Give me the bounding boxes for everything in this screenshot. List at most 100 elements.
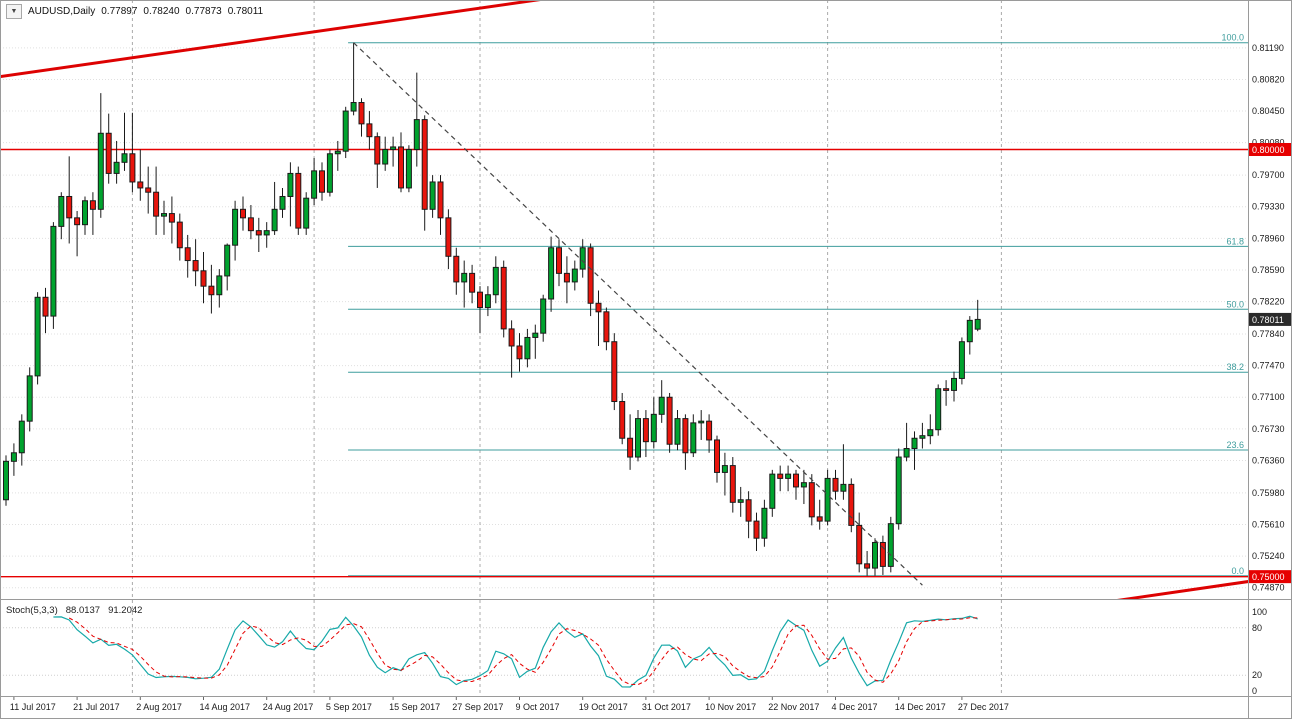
candle-body-down xyxy=(816,516,823,522)
candle-body-down xyxy=(137,181,144,189)
ohlc-close-value: 0.78011 xyxy=(227,6,264,17)
candle-body-up xyxy=(350,102,357,112)
svg-text:0.78011: 0.78011 xyxy=(1252,315,1284,325)
chevron-down-icon: ▼ xyxy=(10,8,18,15)
candle-body-up xyxy=(82,200,88,226)
chart-dropdown-button[interactable]: ▼ xyxy=(6,4,22,19)
candle-body-up xyxy=(966,319,973,343)
candle-body-down xyxy=(745,499,752,522)
svg-text:0.75000: 0.75000 xyxy=(1252,572,1285,582)
candle-body-up xyxy=(413,119,420,150)
stoch-k-value: 88.0137 xyxy=(65,605,101,616)
price-axis-label: 0.77840 xyxy=(1252,329,1285,339)
candle-body-down xyxy=(808,482,815,518)
candle-body-down xyxy=(706,420,713,441)
candle-body-up xyxy=(658,396,665,415)
date-axis-label: 21 Jul 2017 xyxy=(73,702,120,712)
candle-body-up xyxy=(484,294,491,309)
candle-body-down xyxy=(153,191,160,217)
candle-body-down xyxy=(793,473,799,488)
candle-body-up xyxy=(405,149,412,189)
date-axis-label: 4 Dec 2017 xyxy=(832,702,878,712)
fib-level-label: 100.0 xyxy=(1221,33,1244,43)
date-axis-label: 2 Aug 2017 xyxy=(136,702,182,712)
candle-body-up xyxy=(974,318,981,330)
candle-body-up xyxy=(161,213,167,217)
candle-body-down xyxy=(105,132,112,174)
candle-body-down xyxy=(421,119,428,210)
candle-body-down xyxy=(848,483,855,526)
symbol-period-label: AUDUSD,Daily xyxy=(28,6,96,17)
candle-body-up xyxy=(958,341,965,379)
indicator-label: Stoch(5,3,3) 88.0137 91.2042 xyxy=(6,605,142,616)
candle-body-up xyxy=(919,435,926,439)
candle-body-down xyxy=(832,477,839,492)
candle-body-up xyxy=(571,268,578,283)
candle-body-up xyxy=(382,149,389,165)
price-axis-label: 0.75240 xyxy=(1252,551,1285,561)
indicator-name: Stoch(5,3,3) xyxy=(6,605,58,616)
candle-body-down xyxy=(398,146,404,189)
candle-body-down xyxy=(563,272,570,283)
candle-body-up xyxy=(3,460,9,501)
date-axis-label: 27 Dec 2017 xyxy=(958,702,1009,712)
candle-body-up xyxy=(58,195,65,227)
candle-body-down xyxy=(208,285,215,296)
price-axis-label: 0.74870 xyxy=(1252,583,1285,593)
candle-body-down xyxy=(89,200,96,210)
candle-body-up xyxy=(232,208,239,246)
candle-body-up xyxy=(97,132,104,210)
candle-body-down xyxy=(184,247,191,262)
candle-body-down xyxy=(516,345,523,360)
candle-body-up xyxy=(761,507,768,539)
candle-body-down xyxy=(145,187,152,193)
candle-body-up xyxy=(50,225,57,317)
stoch-axis-label: 100 xyxy=(1252,607,1267,617)
candle-body-up xyxy=(540,298,547,334)
date-axis-label: 11 Jul 2017 xyxy=(10,702,56,712)
candle-body-down xyxy=(477,291,483,309)
candle-body-up xyxy=(18,420,25,454)
candle-body-down xyxy=(714,439,720,473)
candle-body-up xyxy=(311,170,318,199)
candle-body-up xyxy=(461,272,468,283)
candle-body-up xyxy=(26,375,33,422)
stoch-axis-label: 80 xyxy=(1252,623,1262,633)
candle-body-up xyxy=(524,336,531,360)
candle-body-down xyxy=(682,418,689,454)
candle-body-down xyxy=(295,172,302,229)
price-axis-label: 0.76360 xyxy=(1252,455,1285,465)
price-axis-label: 0.75610 xyxy=(1252,520,1285,530)
candle-body-down xyxy=(611,341,618,403)
candle-body-up xyxy=(532,332,539,338)
candle-body-up xyxy=(579,247,586,270)
candle-body-up xyxy=(548,247,555,300)
date-axis-label: 24 Aug 2017 xyxy=(263,702,314,712)
candle-body-up xyxy=(390,146,397,151)
candle-body-up xyxy=(263,230,270,236)
candle-body-up xyxy=(326,153,333,193)
candle-body-up xyxy=(951,377,957,391)
price-axis-label: 0.77470 xyxy=(1252,361,1285,371)
date-axis-label: 5 Sep 2017 xyxy=(326,702,372,712)
candle-body-down xyxy=(508,328,515,347)
candle-body-up xyxy=(911,437,918,449)
price-axis-label: 0.75980 xyxy=(1252,488,1285,498)
candle-body-up xyxy=(737,499,744,503)
candle-body-down xyxy=(366,123,373,138)
date-axis-label: 22 Nov 2017 xyxy=(768,702,819,712)
candle-body-up xyxy=(895,456,902,525)
candle-body-up xyxy=(492,266,499,296)
fib-level-label: 0.0 xyxy=(1231,566,1244,576)
date-axis-label: 14 Dec 2017 xyxy=(895,702,946,712)
date-axis-label: 27 Sep 2017 xyxy=(452,702,503,712)
candle-body-down xyxy=(627,437,634,458)
price-axis-label: 0.76730 xyxy=(1252,424,1285,434)
price-line-tag: 0.75000 xyxy=(1249,570,1291,584)
candle-body-down xyxy=(319,170,325,193)
fib-level-label: 61.8 xyxy=(1226,236,1244,246)
date-axis-label: 10 Nov 2017 xyxy=(705,702,756,712)
candle-body-up xyxy=(721,465,728,473)
candle-body-down xyxy=(777,473,784,479)
